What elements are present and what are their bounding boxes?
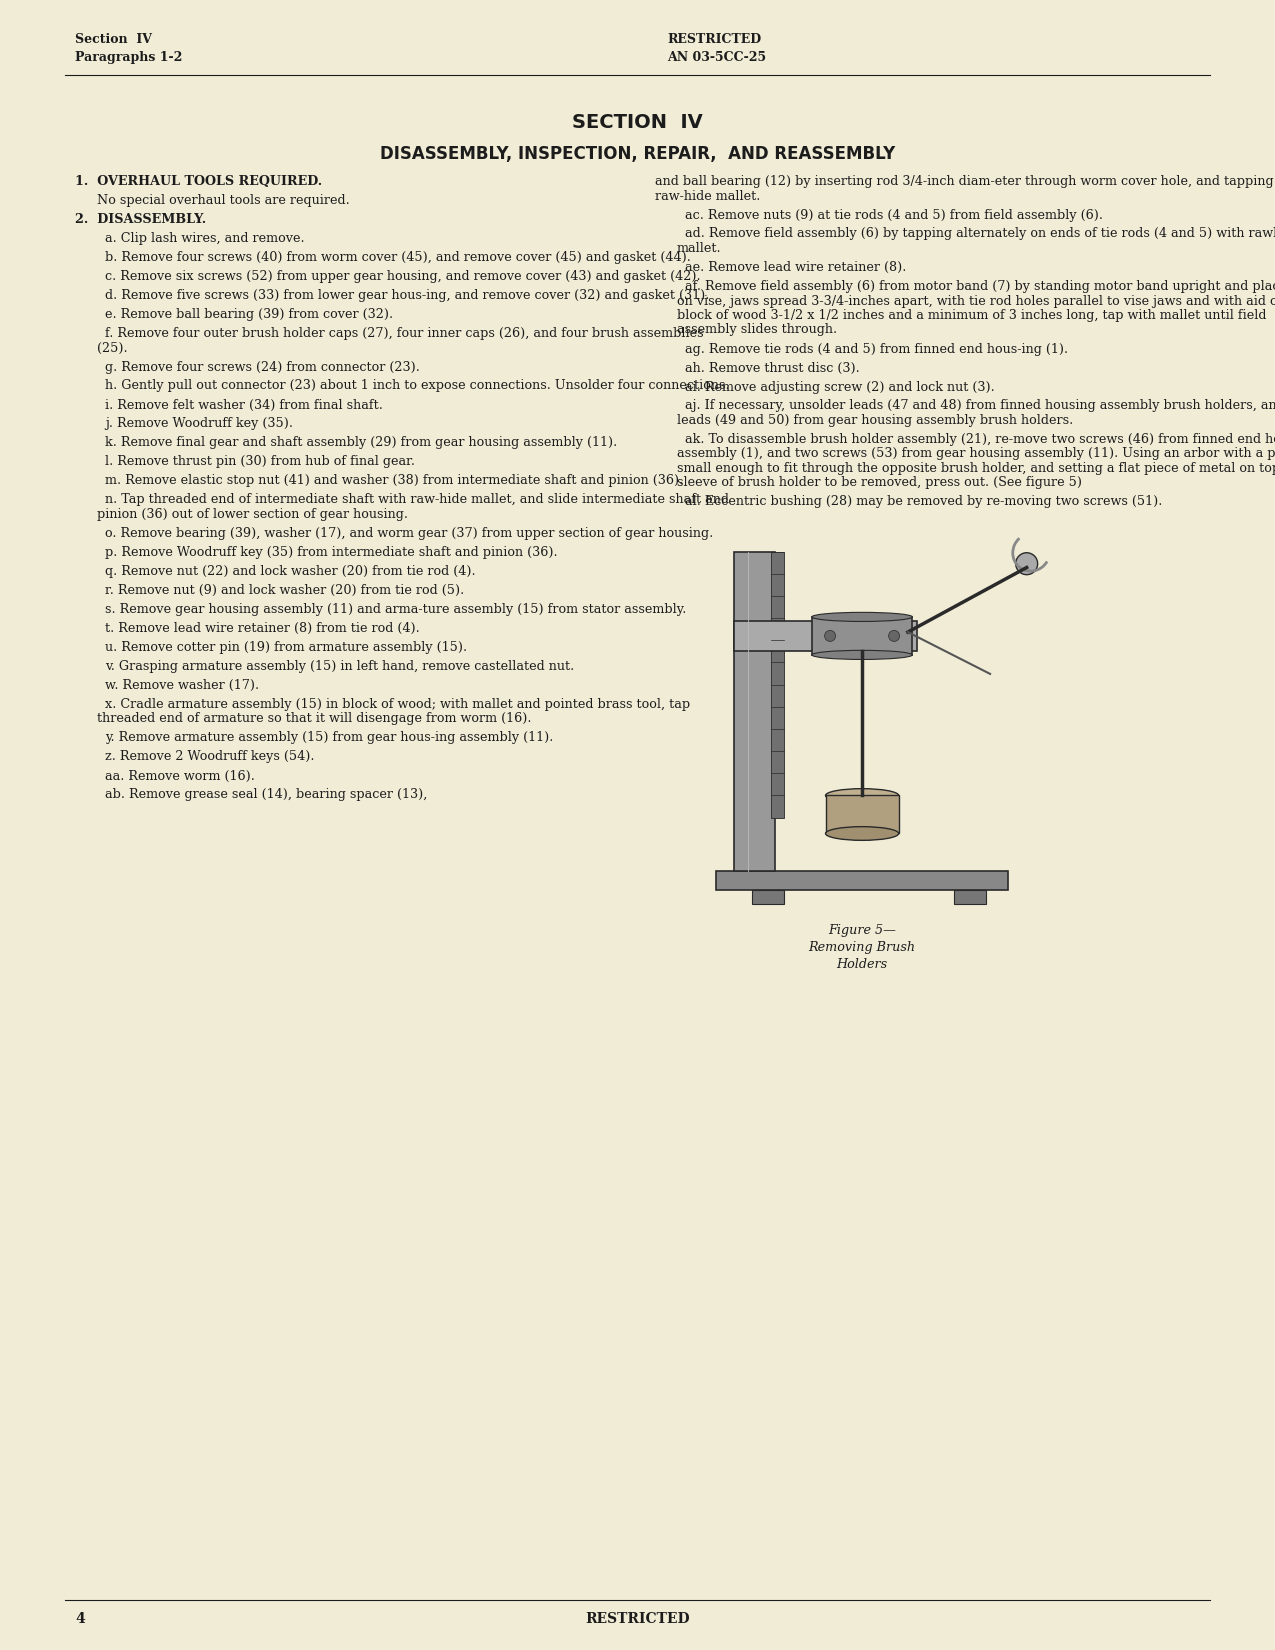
Text: aa. Remove worm (16).: aa. Remove worm (16). (105, 769, 255, 782)
Text: a. Clip lash wires, and remove.: a. Clip lash wires, and remove. (105, 233, 305, 244)
Text: v. Grasping armature assembly (15) in left hand, remove castellated nut.: v. Grasping armature assembly (15) in le… (105, 660, 574, 673)
Text: n. Tap threaded end of intermediate shaft with raw-hide mallet, and slide interm: n. Tap threaded end of intermediate shaf… (105, 493, 729, 507)
Text: assembly slides through.: assembly slides through. (677, 323, 838, 337)
Text: x. Cradle armature assembly (15) in block of wood; with mallet and pointed brass: x. Cradle armature assembly (15) in bloc… (105, 698, 690, 711)
Bar (954, 891, 986, 904)
Bar (734, 553, 775, 871)
Circle shape (889, 630, 900, 642)
Text: mallet.: mallet. (677, 243, 722, 256)
Text: h. Gently pull out connector (23) about 1 inch to expose connections. Unsolder f: h. Gently pull out connector (23) about … (105, 380, 729, 393)
Text: Holders: Holders (836, 959, 887, 972)
Text: RESTRICTED: RESTRICTED (668, 33, 761, 46)
Text: o. Remove bearing (39), washer (17), and worm gear (37) from upper section of ge: o. Remove bearing (39), washer (17), and… (105, 526, 713, 540)
Ellipse shape (812, 650, 913, 660)
Text: ab. Remove grease seal (14), bearing spacer (13),: ab. Remove grease seal (14), bearing spa… (105, 789, 427, 802)
Text: sleeve of brush holder to be removed, press out. (See figure 5): sleeve of brush holder to be removed, pr… (677, 477, 1082, 490)
Text: 2.  DISASSEMBLY.: 2. DISASSEMBLY. (75, 213, 207, 226)
Text: g. Remove four screws (24) from connector (23).: g. Remove four screws (24) from connecto… (105, 360, 419, 373)
Text: ad. Remove field assembly (6) by tapping alternately on ends of tie rods (4 and : ad. Remove field assembly (6) by tapping… (685, 228, 1275, 241)
Text: ah. Remove thrust disc (3).: ah. Remove thrust disc (3). (685, 361, 859, 375)
Text: ae. Remove lead wire retainer (8).: ae. Remove lead wire retainer (8). (685, 261, 907, 274)
Text: q. Remove nut (22) and lock washer (20) from tie rod (4).: q. Remove nut (22) and lock washer (20) … (105, 564, 476, 578)
Text: i. Remove felt washer (34) from final shaft.: i. Remove felt washer (34) from final sh… (105, 399, 382, 411)
Text: on vise, jaws spread 3-3/4-inches apart, with tie rod holes parallel to vise jaw: on vise, jaws spread 3-3/4-inches apart,… (677, 294, 1275, 307)
Text: j. Remove Woodruff key (35).: j. Remove Woodruff key (35). (105, 417, 293, 431)
Text: 1.  OVERHAUL TOOLS REQUIRED.: 1. OVERHAUL TOOLS REQUIRED. (75, 175, 323, 188)
Text: pinion (36) out of lower section of gear housing.: pinion (36) out of lower section of gear… (97, 508, 408, 521)
Text: b. Remove four screws (40) from worm cover (45), and remove cover (45) and gaske: b. Remove four screws (40) from worm cov… (105, 251, 691, 264)
Circle shape (1016, 553, 1038, 574)
Text: k. Remove final gear and shaft assembly (29) from gear housing assembly (11).: k. Remove final gear and shaft assembly … (105, 437, 617, 449)
Text: Paragraphs 1-2: Paragraphs 1-2 (75, 51, 182, 64)
Text: ag. Remove tie rods (4 and 5) from finned end hous-ing (1).: ag. Remove tie rods (4 and 5) from finne… (685, 343, 1068, 355)
Text: leads (49 and 50) from gear housing assembly brush holders.: leads (49 and 50) from gear housing asse… (677, 414, 1074, 427)
Bar (715, 871, 1009, 891)
Text: No special overhaul tools are required.: No special overhaul tools are required. (97, 195, 349, 206)
Text: w. Remove washer (17).: w. Remove washer (17). (105, 680, 259, 691)
Bar (770, 553, 784, 818)
Circle shape (825, 630, 835, 642)
Text: 4: 4 (75, 1612, 84, 1625)
Text: m. Remove elastic stop nut (41) and washer (38) from intermediate shaft and pini: m. Remove elastic stop nut (41) and wash… (105, 475, 683, 487)
Text: threaded end of armature so that it will disengage from worm (16).: threaded end of armature so that it will… (97, 713, 532, 726)
Text: e. Remove ball bearing (39) from cover (32).: e. Remove ball bearing (39) from cover (… (105, 309, 393, 322)
Text: Removing Brush: Removing Brush (808, 942, 915, 954)
Text: raw-hide mallet.: raw-hide mallet. (655, 190, 760, 203)
Text: al. Eccentric bushing (28) may be removed by re-moving two screws (51).: al. Eccentric bushing (28) may be remove… (685, 495, 1163, 508)
Text: ai. Remove adjusting screw (2) and lock nut (3).: ai. Remove adjusting screw (2) and lock … (685, 381, 994, 393)
Text: (25).: (25). (97, 342, 128, 355)
Bar (752, 891, 784, 904)
Text: af. Remove field assembly (6) from motor band (7) by standing motor band upright: af. Remove field assembly (6) from motor… (685, 280, 1275, 294)
Text: s. Remove gear housing assembly (11) and arma-ture assembly (15) from stator ass: s. Remove gear housing assembly (11) and… (105, 602, 686, 615)
Ellipse shape (825, 789, 899, 802)
Text: f. Remove four outer brush holder caps (27), four inner caps (26), and four brus: f. Remove four outer brush holder caps (… (105, 327, 704, 340)
Text: RESTRICTED: RESTRICTED (585, 1612, 690, 1625)
Text: z. Remove 2 Woodruff keys (54).: z. Remove 2 Woodruff keys (54). (105, 751, 315, 764)
Text: assembly (1), and two screws (53) from gear housing assembly (11). Using an arbo: assembly (1), and two screws (53) from g… (677, 447, 1275, 460)
Text: Figure 5—: Figure 5— (829, 924, 896, 937)
Bar (812, 617, 913, 655)
Text: p. Remove Woodruff key (35) from intermediate shaft and pinion (36).: p. Remove Woodruff key (35) from interme… (105, 546, 557, 559)
Text: DISASSEMBLY, INSPECTION, REPAIR,  AND REASSEMBLY: DISASSEMBLY, INSPECTION, REPAIR, AND REA… (380, 145, 895, 163)
Text: small enough to fit through the opposite brush holder, and setting a flat piece : small enough to fit through the opposite… (677, 462, 1275, 475)
Text: Section  IV: Section IV (75, 33, 152, 46)
Text: SECTION  IV: SECTION IV (572, 112, 703, 132)
Text: y. Remove armature assembly (15) from gear hous-ing assembly (11).: y. Remove armature assembly (15) from ge… (105, 731, 553, 744)
Text: aj. If necessary, unsolder leads (47 and 48) from finned housing assembly brush : aj. If necessary, unsolder leads (47 and… (685, 399, 1275, 412)
Text: AN 03-5CC-25: AN 03-5CC-25 (668, 51, 766, 64)
Bar (825, 795, 899, 833)
Text: u. Remove cotter pin (19) from armature assembly (15).: u. Remove cotter pin (19) from armature … (105, 640, 467, 653)
Text: t. Remove lead wire retainer (8) from tie rod (4).: t. Remove lead wire retainer (8) from ti… (105, 622, 419, 635)
Text: d. Remove five screws (33) from lower gear hous-ing, and remove cover (32) and g: d. Remove five screws (33) from lower ge… (105, 289, 709, 302)
Ellipse shape (812, 612, 913, 622)
Ellipse shape (825, 827, 899, 840)
Text: c. Remove six screws (52) from upper gear housing, and remove cover (43) and gas: c. Remove six screws (52) from upper gea… (105, 271, 701, 284)
Bar (734, 620, 917, 652)
Text: ac. Remove nuts (9) at tie rods (4 and 5) from field assembly (6).: ac. Remove nuts (9) at tie rods (4 and 5… (685, 208, 1103, 221)
Text: ak. To disassemble brush holder assembly (21), re-move two screws (46) from finn: ak. To disassemble brush holder assembly… (685, 432, 1275, 446)
Text: and ball bearing (12) by inserting rod 3/4-inch diam-eter through worm cover hol: and ball bearing (12) by inserting rod 3… (655, 175, 1275, 188)
Text: block of wood 3-1/2 x 1/2 inches and a minimum of 3 inches long, tap with mallet: block of wood 3-1/2 x 1/2 inches and a m… (677, 309, 1266, 322)
Text: r. Remove nut (9) and lock washer (20) from tie rod (5).: r. Remove nut (9) and lock washer (20) f… (105, 584, 464, 597)
Text: l. Remove thrust pin (30) from hub of final gear.: l. Remove thrust pin (30) from hub of fi… (105, 455, 414, 469)
